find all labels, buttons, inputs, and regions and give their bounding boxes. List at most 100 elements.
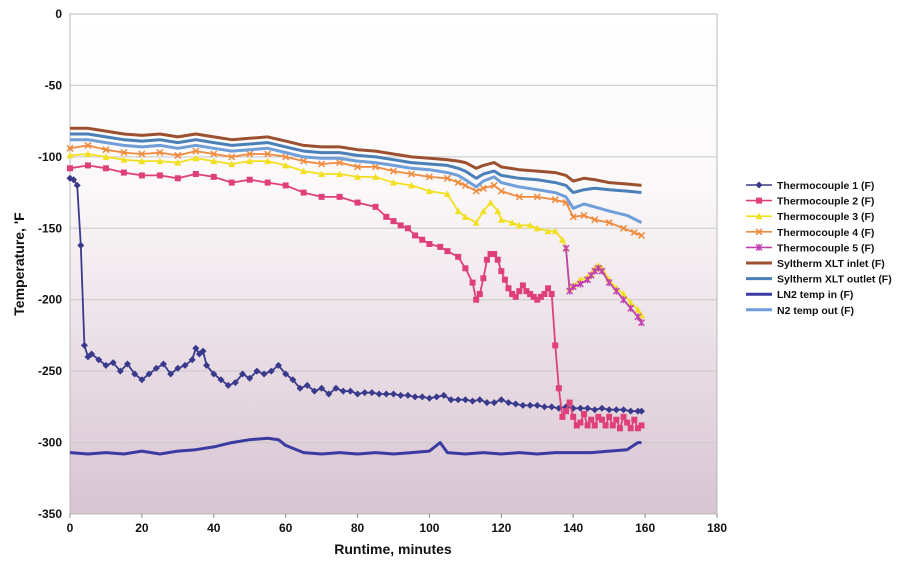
legend-item: LN2 temp in (F) bbox=[746, 289, 853, 301]
data-point bbox=[509, 291, 516, 297]
data-point bbox=[634, 407, 642, 415]
data-point bbox=[174, 159, 182, 166]
data-point bbox=[584, 422, 591, 429]
data-point bbox=[390, 179, 397, 186]
data-point bbox=[483, 399, 491, 407]
y-tick-label: -250 bbox=[38, 364, 62, 378]
data-point bbox=[156, 172, 163, 179]
data-point bbox=[605, 279, 613, 287]
data-point bbox=[419, 236, 426, 243]
data-point bbox=[537, 293, 544, 300]
data-point bbox=[318, 384, 326, 392]
data-point bbox=[289, 376, 297, 384]
data-point bbox=[541, 291, 548, 297]
data-point bbox=[260, 370, 268, 378]
series-ln2-temp-in-f bbox=[69, 436, 642, 456]
data-point bbox=[95, 356, 103, 364]
data-point bbox=[174, 175, 181, 182]
data-point bbox=[461, 396, 469, 404]
series-line-syltherm-xlt-outlet-f bbox=[70, 132, 642, 195]
data-point bbox=[627, 299, 635, 306]
data-point bbox=[138, 150, 146, 158]
data-point bbox=[138, 157, 146, 165]
data-point bbox=[581, 411, 588, 417]
x-axis-title: Runtime, minutes bbox=[334, 541, 452, 557]
series-layer bbox=[66, 126, 646, 456]
data-point bbox=[217, 376, 225, 384]
data-point bbox=[443, 190, 451, 197]
x-tick-label: 120 bbox=[491, 521, 511, 535]
data-point bbox=[548, 291, 555, 297]
y-tick-label: 0 bbox=[55, 7, 62, 21]
data-point bbox=[512, 293, 519, 300]
data-point bbox=[354, 199, 361, 206]
data-point bbox=[631, 416, 638, 423]
data-point bbox=[497, 396, 505, 404]
legend-label: Syltherm XLT outlet (F) bbox=[777, 274, 892, 286]
y-tick-label: -200 bbox=[38, 293, 62, 307]
data-point bbox=[282, 370, 290, 378]
data-point bbox=[630, 229, 638, 237]
data-point bbox=[605, 406, 613, 414]
data-point bbox=[361, 389, 369, 397]
legend-label: LN2 temp in (F) bbox=[777, 289, 853, 301]
data-point bbox=[512, 400, 520, 408]
data-point bbox=[461, 213, 469, 220]
series-thermocouple-1-f bbox=[66, 174, 646, 415]
data-point bbox=[404, 391, 412, 399]
data-point bbox=[192, 171, 199, 177]
data-point bbox=[404, 225, 411, 232]
y-tick-label: -50 bbox=[45, 78, 63, 92]
y-tick-label: -350 bbox=[38, 507, 62, 521]
data-point bbox=[70, 176, 78, 184]
data-point bbox=[454, 396, 462, 404]
legend-label: Thermocouple 3 (F) bbox=[777, 211, 874, 223]
x-tick-label: 160 bbox=[635, 521, 655, 535]
legend-marker bbox=[756, 197, 762, 204]
data-point bbox=[102, 153, 110, 160]
data-point bbox=[425, 173, 433, 181]
data-point bbox=[437, 243, 444, 250]
data-point bbox=[637, 231, 646, 239]
data-point bbox=[246, 374, 254, 382]
data-point bbox=[264, 179, 271, 186]
data-point bbox=[224, 381, 232, 389]
data-point bbox=[476, 396, 484, 404]
x-tick-label: 140 bbox=[563, 521, 583, 535]
data-point bbox=[102, 361, 110, 369]
legend-label: Thermocouple 2 (F) bbox=[777, 196, 874, 208]
axis-layer: 0 -50 -100 -150 -200 -250 -300 -350 0 20 40 60 80 100… bbox=[38, 7, 727, 535]
data-point bbox=[425, 187, 433, 195]
data-point bbox=[469, 397, 477, 405]
y-tick-label: -100 bbox=[38, 150, 62, 164]
data-point bbox=[425, 394, 433, 402]
data-point bbox=[77, 241, 85, 249]
data-point bbox=[588, 416, 595, 423]
data-point bbox=[88, 350, 96, 358]
data-point bbox=[563, 408, 570, 415]
data-point bbox=[634, 306, 642, 313]
legend-item: Thermocouple 5 (F) bbox=[746, 242, 874, 254]
data-point bbox=[627, 425, 634, 432]
data-point bbox=[383, 213, 390, 220]
data-point bbox=[454, 179, 462, 187]
data-point bbox=[80, 341, 88, 349]
data-point bbox=[390, 390, 397, 398]
data-point bbox=[131, 370, 139, 378]
data-point bbox=[483, 256, 490, 263]
data-point bbox=[473, 296, 480, 303]
data-point bbox=[303, 381, 311, 389]
data-point bbox=[318, 170, 326, 177]
data-point bbox=[609, 422, 616, 429]
data-point bbox=[602, 422, 609, 429]
legend-item: Thermocouple 2 (F) bbox=[746, 196, 874, 208]
series-line-syltherm-xlt-inlet-f bbox=[70, 126, 642, 187]
data-point bbox=[318, 160, 326, 168]
data-point bbox=[372, 203, 379, 210]
data-point bbox=[476, 291, 483, 297]
data-point bbox=[336, 193, 343, 200]
x-tick-label: 80 bbox=[351, 521, 365, 535]
data-point bbox=[455, 253, 462, 260]
data-point bbox=[443, 174, 451, 182]
data-point bbox=[576, 404, 584, 412]
